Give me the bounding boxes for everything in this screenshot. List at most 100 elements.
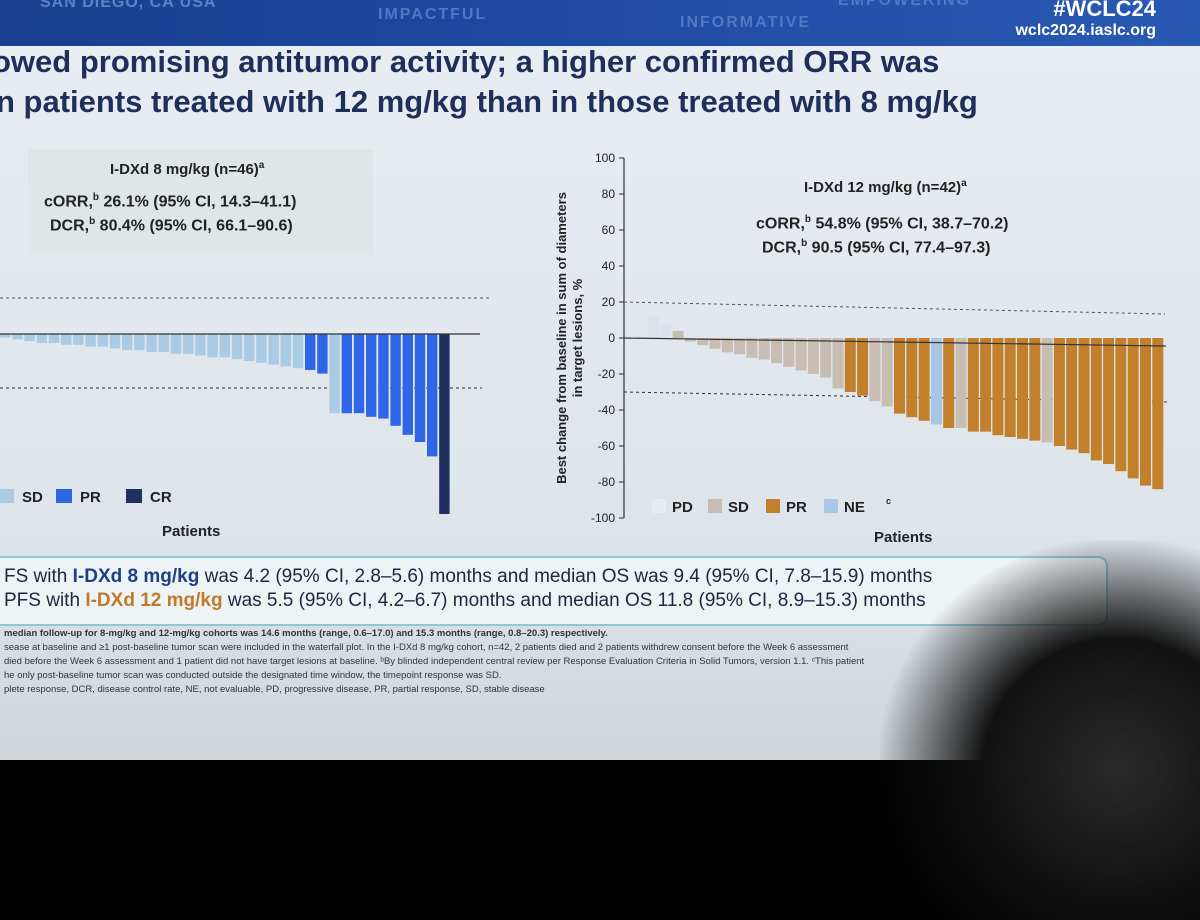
left-corr-sup: b — [92, 192, 100, 203]
left-legend-swatch-cr — [126, 489, 142, 503]
right-bar-27 — [967, 338, 979, 432]
right-dcr-value: 90.5 (95% CI, 77.4–97.3) — [807, 239, 991, 257]
right-ref-line-20 — [623, 301, 1166, 315]
right-stats-box: I-DXd 12 mg/kg (n=42)a cORR,b 54.8% (95%… — [756, 172, 1090, 267]
right-zero-axis — [623, 337, 1167, 347]
left-group-text: I-DXd 8 mg/kg (n=46) — [110, 161, 259, 178]
right-bar-2 — [660, 323, 672, 338]
right-y-tick-label--20: -20 — [598, 367, 616, 381]
left-dcr-value: 80.4% (95% CI, 66.1–90.6) — [95, 217, 293, 235]
right-bar-15 — [820, 338, 832, 378]
left-bar-4 — [36, 334, 47, 343]
left-bar-31 — [366, 334, 377, 417]
left-bar-5 — [48, 334, 60, 343]
right-bar-16 — [832, 338, 844, 389]
right-y-tick-label--100: -100 — [591, 511, 615, 525]
slide: SAN DIEGO, CA USA IMPACTFUL INFORMATIVE … — [0, 0, 1200, 760]
left-stats-box: I-DXd 8 mg/kg (n=46)a cORR,b 26.1% (95% … — [28, 150, 373, 255]
left-dcr: DCR,b 80.4% (95% CI, 66.1–90.6) — [50, 216, 293, 235]
left-corr-label: cORR, — [44, 193, 93, 211]
pfs1-post: was 4.2 (95% CI, 2.8–5.6) months and med… — [199, 566, 933, 587]
audience-silhouette — [880, 540, 1200, 920]
left-bar-17 — [195, 334, 206, 356]
left-bar-6 — [61, 334, 72, 345]
right-bar-36 — [1078, 338, 1090, 454]
left-bar-34 — [402, 334, 413, 435]
right-bar-7 — [721, 338, 733, 353]
slide-title-line-1: owed promising antitumor activity; a hig… — [0, 44, 940, 79]
right-bar-18 — [857, 338, 869, 396]
right-y-tick-label-0: 0 — [608, 331, 615, 345]
right-y-tick-label--60: -60 — [598, 439, 616, 453]
left-bar-cr — [439, 334, 450, 514]
left-corr-value: 26.1% (95% CI, 14.3–41.1) — [99, 193, 297, 211]
left-dcr-label: DCR, — [50, 217, 90, 235]
right-legend-swatch-ne — [824, 499, 838, 513]
right-dcr: DCR,b 90.5 (95% CI, 77.4–97.3) — [762, 238, 990, 257]
right-bar-11 — [771, 338, 782, 364]
pfs2-dose: I-DXd 12 mg/kg — [85, 590, 223, 611]
right-legend-label-ne: NE — [844, 499, 865, 516]
right-bar-3 — [672, 330, 684, 338]
right-dcr-sup: b — [801, 238, 808, 249]
footnote-3: died before the Week 6 assessment and 1 … — [4, 656, 865, 667]
left-bar-8 — [85, 334, 96, 347]
right-bar-37 — [1090, 338, 1102, 461]
right-legend-sup-ne: c — [886, 496, 891, 506]
right-legend-swatch-pr — [766, 499, 780, 513]
left-bar-21 — [244, 334, 255, 361]
right-y-tick-label-20: 20 — [602, 295, 616, 309]
right-legend-swatch-pd — [652, 499, 666, 513]
right-bar-9 — [746, 338, 758, 358]
right-bar-6 — [709, 338, 721, 349]
slide-title-line-2: n patients treated with 12 mg/kg than in… — [0, 84, 978, 119]
left-legend-label-cr: CR — [150, 489, 172, 506]
left-bar-7 — [73, 334, 84, 345]
left-bar-16 — [183, 334, 194, 354]
right-dcr-label: DCR, — [762, 239, 802, 257]
right-corr-sup: b — [804, 214, 812, 225]
left-bar-33 — [390, 334, 401, 426]
left-bar-1 — [0, 334, 11, 338]
right-corr-label: cORR, — [756, 215, 805, 233]
left-bar-19 — [219, 334, 230, 358]
left-bar-27 — [317, 334, 328, 374]
footnote-4: he only post-baseline tumor scan was con… — [4, 670, 502, 681]
right-bar-33 — [1041, 338, 1053, 443]
footnote-2: sease at baseline and ≥1 post-baseline t… — [4, 642, 849, 653]
band-word-1: IMPACTFUL — [378, 6, 488, 23]
left-legend-label-sd: SD — [22, 489, 43, 506]
right-bar-12 — [783, 338, 795, 367]
left-bar-30 — [353, 334, 365, 414]
footnote-5: plete response, DCR, disease control rat… — [4, 684, 545, 695]
left-legend-swatch-pr — [56, 489, 72, 503]
right-bar-32 — [1029, 338, 1041, 441]
right-bar-30 — [1004, 338, 1016, 437]
left-bar-9 — [97, 334, 108, 347]
right-bar-40 — [1127, 338, 1139, 479]
right-bar-39 — [1115, 338, 1127, 472]
right-bar-41 — [1140, 338, 1151, 486]
right-bar-25 — [943, 338, 955, 428]
right-y-axis-label-2: in target lesions, % — [570, 278, 585, 397]
right-bar-8 — [734, 338, 746, 355]
left-bar-29 — [341, 334, 352, 414]
conference-site: wclc2024.iaslc.org — [1015, 22, 1156, 39]
left-dcr-sup: b — [89, 216, 96, 227]
right-bar-26 — [955, 338, 967, 428]
right-bar-4 — [684, 338, 696, 342]
right-bar-19 — [869, 338, 881, 401]
right-bar-20 — [881, 338, 893, 407]
left-bar-26 — [305, 334, 316, 370]
right-bar-5 — [697, 338, 709, 346]
right-group-sup: a — [961, 178, 967, 189]
right-legend-label-sd: SD — [728, 499, 749, 516]
left-bar-3 — [24, 334, 35, 342]
left-bar-32 — [378, 334, 389, 419]
right-ref-line-neg30 — [623, 391, 1171, 403]
left-x-axis-label: Patients — [162, 523, 220, 540]
left-group-label: I-DXd 8 mg/kg (n=46)a — [110, 160, 264, 178]
waterfall-charts: SD PR CR Patients 100 80 60 40 20 0 -20 -40 -60 -80 -1… — [0, 151, 1171, 546]
right-group-text: I-DXd 12 mg/kg (n=42) — [804, 179, 962, 196]
pfs2-post: was 5.5 (95% CI, 4.2–6.7) months and med… — [222, 590, 926, 611]
